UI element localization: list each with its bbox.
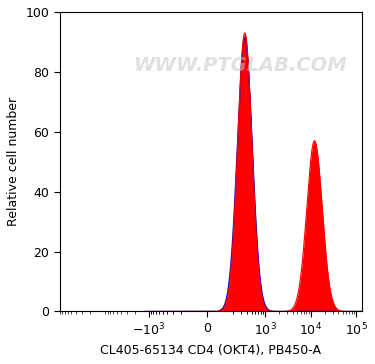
- Y-axis label: Relative cell number: Relative cell number: [7, 97, 20, 226]
- X-axis label: CL405-65134 CD4 (OKT4), PB450-A: CL405-65134 CD4 (OKT4), PB450-A: [100, 344, 321, 357]
- Text: WWW.PTGLAB.COM: WWW.PTGLAB.COM: [134, 56, 348, 75]
